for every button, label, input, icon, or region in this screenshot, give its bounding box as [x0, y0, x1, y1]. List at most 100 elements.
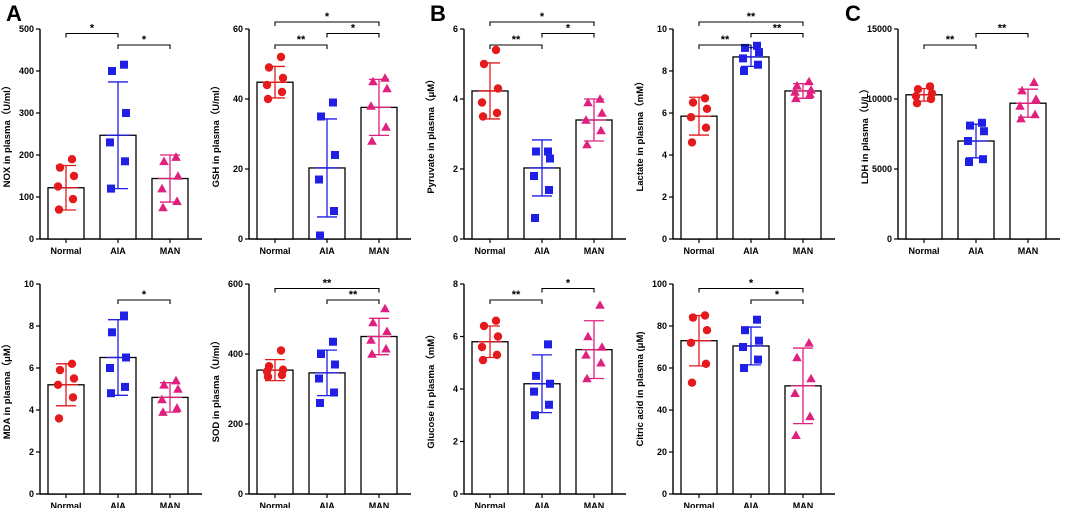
significance-bracket	[698, 44, 752, 49]
significance-label: **	[323, 278, 332, 290]
data-point-aia	[108, 328, 116, 337]
data-point-normal	[69, 374, 79, 383]
y-axis-title: GSH in plasma（U/ml）	[210, 81, 222, 188]
significance-label: *	[142, 289, 147, 301]
chart-ldh: 0 5000 10000 15000 LDH in plasma（U/L） Normal A…	[859, 23, 1060, 256]
bar-aia	[732, 56, 770, 240]
data-point-normal	[55, 365, 65, 375]
data-point-normal	[701, 123, 711, 132]
data-point-normal	[492, 350, 502, 360]
data-point-normal	[927, 89, 937, 98]
data-point-man	[596, 357, 606, 367]
data-point-man	[581, 115, 591, 124]
data-point-man	[582, 373, 592, 383]
data-point-aia	[544, 147, 552, 156]
data-point-aia	[965, 158, 973, 166]
x-tick-label-aia: AIA	[743, 501, 759, 508]
data-point-man	[597, 108, 607, 117]
y-tick-label: 10	[24, 279, 34, 289]
y-axis-title: Glucose in plasma（mM）	[425, 329, 437, 448]
data-point-normal	[477, 98, 487, 107]
data-point-normal	[263, 94, 273, 104]
data-point-man	[804, 76, 814, 86]
data-point-man	[1031, 94, 1041, 103]
data-point-normal	[688, 98, 698, 107]
data-point-normal	[493, 332, 503, 341]
data-point-man	[366, 335, 376, 344]
y-tick-label: 100	[652, 279, 667, 289]
significance-bracket	[117, 44, 171, 49]
x-tick-label-normal: Normal	[50, 246, 81, 256]
bar-normal	[905, 94, 943, 240]
data-point-man	[597, 342, 607, 351]
data-point-aia	[741, 326, 749, 335]
data-point-normal	[491, 316, 501, 325]
data-point-aia	[754, 60, 762, 69]
significance-bracket	[698, 287, 804, 293]
significance-bracket	[274, 287, 380, 293]
data-point-aia	[107, 184, 115, 193]
data-point-aia	[753, 315, 761, 324]
data-point-aia	[532, 371, 540, 380]
data-point-aia	[546, 379, 554, 388]
data-point-normal	[264, 362, 274, 371]
data-point-aia	[740, 67, 748, 75]
data-point-normal	[69, 171, 79, 181]
data-point-normal	[55, 163, 65, 172]
data-point-man	[1015, 101, 1025, 110]
y-tick-label: 2	[453, 164, 458, 174]
data-point-aia	[120, 60, 128, 69]
data-point-aia	[531, 411, 539, 420]
data-point-man	[381, 122, 391, 131]
significance-label: **	[297, 34, 306, 46]
data-point-man	[368, 317, 378, 327]
chart-nox: 0 100 200 300 400 500 NOX in plasma（U/ml） Norma…	[1, 23, 202, 256]
panel-letter-b: B	[430, 1, 446, 26]
data-point-man	[804, 338, 814, 347]
data-point-normal	[492, 108, 502, 118]
data-point-aia	[331, 151, 339, 159]
data-point-man	[583, 97, 593, 107]
bar-normal	[471, 90, 509, 240]
data-point-aia	[530, 387, 538, 396]
data-point-aia	[544, 340, 552, 349]
significance-bracket	[274, 21, 380, 26]
y-tick-label: 2	[29, 447, 34, 457]
data-point-normal	[493, 84, 503, 93]
significance-bracket	[489, 21, 595, 26]
y-tick-label: 0	[662, 489, 667, 499]
data-point-man	[172, 403, 182, 412]
x-tick-label-man: MAN	[584, 246, 605, 256]
y-tick-label: 200	[228, 419, 243, 429]
data-point-man	[382, 326, 392, 336]
data-point-aia	[755, 336, 763, 345]
y-tick-label: 60	[657, 363, 667, 373]
data-point-aia	[978, 118, 986, 127]
data-point-man	[582, 139, 592, 149]
data-point-normal	[477, 342, 487, 352]
data-point-normal	[913, 85, 923, 94]
x-tick-label-normal: Normal	[683, 246, 714, 256]
data-point-aia	[546, 154, 554, 163]
data-point-normal	[687, 138, 697, 147]
data-point-man	[792, 80, 802, 90]
bar-normal	[471, 341, 509, 495]
significance-label: *	[566, 278, 571, 290]
data-point-aia	[966, 121, 974, 130]
data-point-man	[158, 407, 168, 416]
data-point-aia	[739, 54, 747, 63]
data-point-normal	[68, 393, 78, 402]
data-point-man	[159, 380, 169, 389]
y-tick-label: 6	[662, 108, 667, 118]
data-point-aia	[741, 43, 749, 52]
data-point-aia	[315, 374, 323, 383]
bar-normal	[256, 369, 294, 495]
bar-man	[151, 396, 189, 495]
y-axis-title: SOD in plasma（U/ml）	[210, 336, 222, 443]
data-point-aia	[545, 400, 553, 409]
y-tick-label: 0	[238, 489, 243, 499]
y-tick-label: 200	[19, 150, 34, 160]
data-point-normal	[54, 414, 64, 423]
data-point-man	[173, 384, 183, 393]
data-point-aia	[754, 355, 762, 364]
